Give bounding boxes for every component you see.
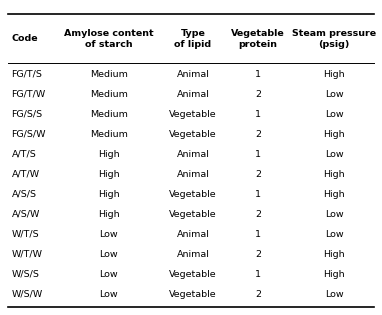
- Text: Medium: Medium: [90, 89, 128, 99]
- Text: Animal: Animal: [176, 70, 209, 78]
- Text: Low: Low: [325, 209, 343, 219]
- Text: Code: Code: [11, 34, 38, 43]
- Text: A/S/W: A/S/W: [11, 209, 40, 219]
- Text: High: High: [324, 169, 345, 179]
- Text: High: High: [98, 190, 120, 198]
- Text: High: High: [324, 70, 345, 78]
- Text: Vegetable: Vegetable: [169, 129, 217, 139]
- Text: 2: 2: [255, 89, 261, 99]
- Text: 1: 1: [255, 70, 261, 78]
- Text: High: High: [324, 129, 345, 139]
- Text: W/S/W: W/S/W: [11, 289, 43, 299]
- Text: Low: Low: [100, 230, 118, 238]
- Text: Low: Low: [325, 289, 343, 299]
- Text: 2: 2: [255, 289, 261, 299]
- Text: Low: Low: [325, 89, 343, 99]
- Text: High: High: [324, 190, 345, 198]
- Text: Animal: Animal: [176, 150, 209, 158]
- Text: Vegetable
protein: Vegetable protein: [231, 29, 285, 49]
- Text: 2: 2: [255, 209, 261, 219]
- Text: Medium: Medium: [90, 70, 128, 78]
- Text: Low: Low: [100, 249, 118, 259]
- Text: Vegetable: Vegetable: [169, 289, 217, 299]
- Text: 2: 2: [255, 169, 261, 179]
- Text: 1: 1: [255, 270, 261, 278]
- Text: Medium: Medium: [90, 110, 128, 118]
- Text: A/S/S: A/S/S: [11, 190, 36, 198]
- Text: High: High: [98, 209, 120, 219]
- Text: Low: Low: [325, 230, 343, 238]
- Text: Vegetable: Vegetable: [169, 270, 217, 278]
- Text: Vegetable: Vegetable: [169, 110, 217, 118]
- Text: W/S/S: W/S/S: [11, 270, 39, 278]
- Text: 1: 1: [255, 230, 261, 238]
- Text: 2: 2: [255, 129, 261, 139]
- Text: Steam pressure
(psig): Steam pressure (psig): [292, 29, 376, 49]
- Text: FG/T/W: FG/T/W: [11, 89, 46, 99]
- Text: FG/T/S: FG/T/S: [11, 70, 42, 78]
- Text: Animal: Animal: [176, 169, 209, 179]
- Text: Animal: Animal: [176, 230, 209, 238]
- Text: High: High: [324, 270, 345, 278]
- Text: FG/S/W: FG/S/W: [11, 129, 46, 139]
- Text: Animal: Animal: [176, 89, 209, 99]
- Text: Low: Low: [100, 270, 118, 278]
- Text: Animal: Animal: [176, 249, 209, 259]
- Text: W/T/S: W/T/S: [11, 230, 39, 238]
- Text: High: High: [98, 150, 120, 158]
- Text: A/T/S: A/T/S: [11, 150, 36, 158]
- Text: Medium: Medium: [90, 129, 128, 139]
- Text: Vegetable: Vegetable: [169, 209, 217, 219]
- Text: A/T/W: A/T/W: [11, 169, 40, 179]
- Text: Type
of lipid: Type of lipid: [174, 29, 212, 49]
- Text: 1: 1: [255, 190, 261, 198]
- Text: 1: 1: [255, 110, 261, 118]
- Text: Low: Low: [100, 289, 118, 299]
- Text: FG/S/S: FG/S/S: [11, 110, 42, 118]
- Text: Low: Low: [325, 110, 343, 118]
- Text: Low: Low: [325, 150, 343, 158]
- Text: W/T/W: W/T/W: [11, 249, 42, 259]
- Text: High: High: [98, 169, 120, 179]
- Text: Vegetable: Vegetable: [169, 190, 217, 198]
- Text: High: High: [324, 249, 345, 259]
- Text: 1: 1: [255, 150, 261, 158]
- Text: 2: 2: [255, 249, 261, 259]
- Text: Amylose content
of starch: Amylose content of starch: [64, 29, 154, 49]
